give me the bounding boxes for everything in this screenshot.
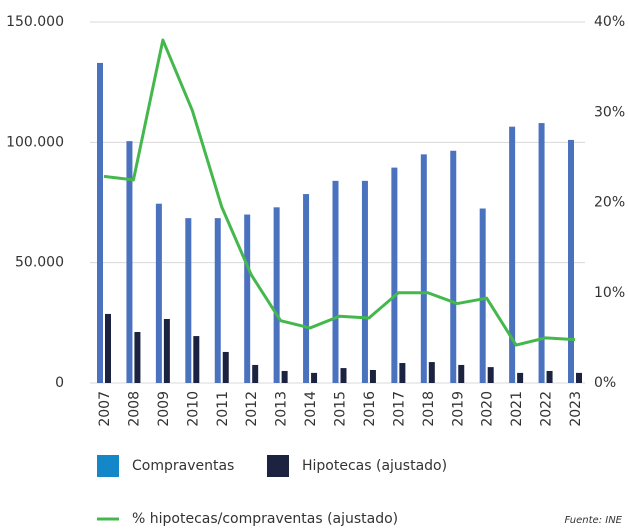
bar (479, 208, 486, 383)
bar (134, 331, 141, 383)
x-tick-label: 2009 (156, 391, 172, 427)
x-tick-label: 2012 (244, 391, 260, 427)
bar (568, 139, 574, 383)
legend-label: % hipotecas/compraventas (ajustado) (132, 511, 398, 527)
bar (361, 180, 368, 383)
x-tick-label: 2018 (421, 391, 437, 427)
y2-tick-label: 10% (594, 285, 625, 301)
legend-swatch (97, 455, 119, 477)
bar (273, 207, 280, 383)
x-tick-label: 2021 (509, 391, 525, 427)
x-tick-label: 2008 (126, 391, 142, 427)
x-tick-label: 2017 (391, 391, 407, 427)
bar (97, 62, 103, 384)
bar (538, 123, 545, 383)
bar (244, 214, 251, 383)
x-tick-label: 2013 (274, 391, 290, 427)
legend-label: Hipotecas (ajustado) (302, 458, 447, 474)
bar (517, 372, 524, 383)
x-tick-label: 2016 (362, 391, 378, 427)
bar (332, 180, 339, 383)
bar (509, 126, 516, 383)
bar (252, 364, 259, 383)
bar (391, 167, 398, 383)
source: Fuente: INE (564, 515, 622, 526)
bar (126, 141, 133, 383)
bar (185, 218, 192, 383)
y2-tick-label: 0% (594, 375, 616, 391)
x-tick-label: 2007 (97, 391, 113, 427)
bar (450, 150, 457, 383)
x-tick-label: 2011 (215, 391, 231, 427)
y-tick-label: 0 (55, 375, 64, 391)
bar (303, 194, 310, 383)
y2-tick-label: 20% (594, 195, 625, 211)
legend-label: Compraventas (132, 458, 234, 474)
bar (428, 362, 435, 383)
y2-tick-label: 30% (594, 104, 625, 120)
bar (311, 372, 318, 383)
x-tick-label: 2015 (333, 391, 349, 427)
bar (576, 372, 582, 383)
bar (399, 363, 406, 383)
x-tick-label: 2022 (539, 391, 555, 427)
bar (281, 370, 288, 383)
x-tick-label: 2010 (185, 391, 201, 427)
bar (369, 370, 376, 383)
x-tick-label: 2019 (450, 391, 466, 427)
bar (222, 351, 229, 383)
bar (420, 154, 427, 383)
bar (155, 203, 162, 383)
y-tick-label: 100.000 (6, 134, 64, 150)
bar (487, 367, 494, 383)
x-tick-label: 2014 (303, 391, 319, 427)
y-tick-label: 50.000 (15, 255, 64, 271)
x-tick-label: 2020 (480, 391, 496, 427)
bar (340, 368, 347, 383)
y2-tick-label: 40% (594, 14, 625, 30)
bar (458, 364, 465, 383)
bar (105, 313, 111, 383)
legend-swatch (267, 455, 289, 477)
bar (163, 318, 170, 383)
bar (214, 218, 221, 383)
bar (193, 336, 200, 383)
x-tick-label: 2023 (568, 391, 584, 427)
y-tick-label: 150.000 (6, 14, 64, 30)
line-series (103, 38, 576, 347)
bar (546, 370, 553, 383)
